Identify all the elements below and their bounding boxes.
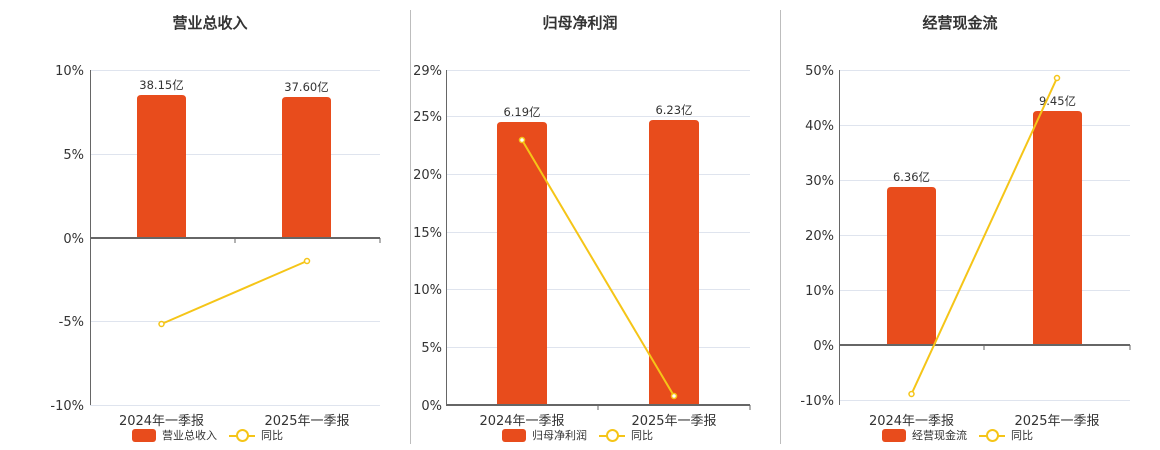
yoy-point[interactable] [158, 320, 165, 328]
chart-panel-revenue: 营业总收入 10% 5% 0% -5% -10% 38.15亿 37.60亿 2… [0, 0, 410, 450]
legend-bar-swatch[interactable] [882, 428, 906, 442]
legend-bar-swatch[interactable] [502, 428, 526, 442]
yoy-point[interactable] [1053, 74, 1061, 82]
legend: 经营现金流 同比 [882, 427, 1033, 443]
yoy-point[interactable] [303, 257, 311, 265]
y-tick-label: 50% [805, 64, 834, 79]
chart-title: 经营现金流 [922, 14, 998, 32]
chart-panel-net-profit: 归母净利润 29% 25% 20% 15% 10% 5% 0% 6.19亿 6.… [413, 14, 751, 443]
yoy-line [161, 260, 308, 325]
x-category-label: 2024年一季报 [479, 414, 564, 429]
chart-title: 归母净利润 [542, 14, 618, 32]
x-category-label: 2025年一季报 [264, 414, 349, 429]
legend-bar-label[interactable]: 营业总收入 [162, 429, 217, 442]
bar-2025q1[interactable] [1033, 111, 1082, 345]
legend-line-swatch[interactable] [979, 428, 1005, 442]
yoy-line [521, 139, 675, 397]
chart-plot-net-profit: 29% 25% 20% 15% 10% 5% 0% 6.19亿 6.23亿 20… [413, 64, 751, 429]
bar-2024q1[interactable] [497, 122, 547, 405]
y-tick-label: 10% [55, 64, 84, 79]
yoy-point[interactable] [670, 392, 678, 400]
x-category-label: 2025年一季报 [1014, 414, 1099, 429]
y-tick-label: 10% [805, 284, 834, 299]
yoy-point[interactable] [518, 136, 526, 144]
gridlines [90, 70, 380, 406]
bar-value-label: 6.23亿 [655, 103, 692, 117]
y-tick-label: 5% [421, 341, 442, 356]
chart-title: 营业总收入 [172, 14, 248, 32]
legend: 归母净利润 同比 [502, 427, 653, 443]
panel-divider [410, 10, 411, 444]
y-tick-label: 10% [413, 283, 442, 298]
x-category-label: 2024年一季报 [119, 414, 204, 429]
chart-plot-revenue: 10% 5% 0% -5% -10% 38.15亿 37.60亿 2024年一季… [50, 64, 381, 429]
y-tick-label: 40% [805, 119, 834, 134]
y-tick-label: -10% [50, 399, 84, 414]
y-tick-label: 15% [413, 226, 442, 241]
bar-value-label: 6.19亿 [503, 105, 540, 119]
y-tick-label: 20% [805, 229, 834, 244]
bar-value-label: 6.36亿 [893, 170, 930, 184]
legend-line-label[interactable]: 同比 [261, 429, 283, 442]
legend-line-swatch[interactable] [229, 428, 255, 442]
panel-divider [780, 10, 781, 444]
legend-line-swatch[interactable] [599, 428, 625, 442]
legend-bar-label[interactable]: 归母净利润 [532, 429, 587, 442]
x-category-label: 2025年一季报 [631, 414, 716, 429]
bar-value-label: 38.15亿 [139, 78, 183, 92]
bar-value-label: 37.60亿 [284, 80, 328, 94]
yoy-line [910, 77, 1058, 395]
y-tick-label: 29% [413, 64, 442, 79]
y-tick-label: 0% [63, 232, 84, 247]
bar-2024q1[interactable] [137, 95, 186, 238]
yoy-point[interactable] [908, 390, 915, 398]
y-tick-label: 30% [805, 174, 834, 189]
gridlines [446, 70, 750, 348]
legend-line-label[interactable]: 同比 [1011, 429, 1033, 442]
bar-2024q1[interactable] [887, 187, 936, 345]
y-tick-label: -10% [800, 394, 834, 409]
legend-bar-swatch[interactable] [132, 428, 156, 442]
x-category-label: 2024年一季报 [869, 414, 954, 429]
legend: 营业总收入 同比 [132, 427, 283, 443]
legend-bar-label[interactable]: 经营现金流 [912, 429, 967, 442]
legend-line-label[interactable]: 同比 [631, 429, 653, 442]
y-tick-label: 5% [63, 148, 84, 163]
y-tick-label: 25% [413, 110, 442, 125]
bar-2025q1[interactable] [282, 97, 331, 238]
y-tick-label: 20% [413, 168, 442, 183]
y-tick-label: 0% [421, 399, 442, 414]
y-tick-label: -5% [59, 315, 84, 330]
bar-2025q1[interactable] [649, 120, 699, 405]
y-tick-label: 0% [813, 339, 834, 354]
